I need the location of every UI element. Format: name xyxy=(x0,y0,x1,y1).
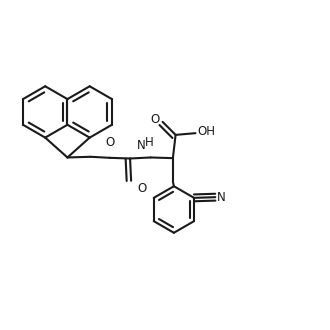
Text: N: N xyxy=(217,191,226,204)
Text: O: O xyxy=(105,136,114,149)
Text: N: N xyxy=(136,139,145,152)
Text: OH: OH xyxy=(197,125,215,138)
Text: H: H xyxy=(145,136,154,149)
Text: O: O xyxy=(150,113,159,126)
Text: O: O xyxy=(137,182,147,195)
